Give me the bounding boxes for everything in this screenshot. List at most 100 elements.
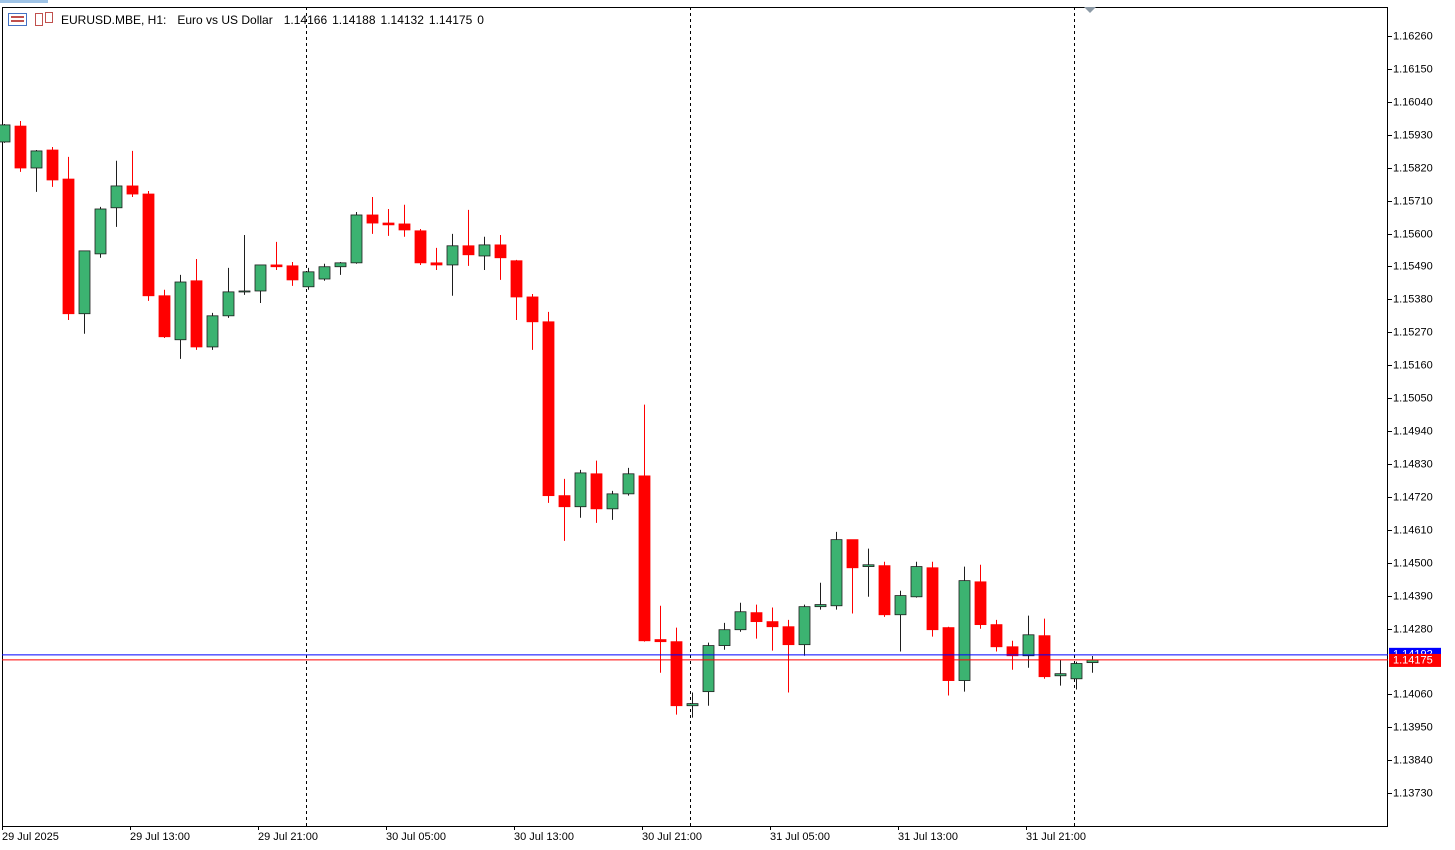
candle-body	[446, 245, 459, 266]
candle-body	[926, 567, 939, 631]
bid-price-label: 1.14175	[1393, 654, 1433, 666]
candle-body	[958, 580, 971, 681]
y-tick-label: 1.14500	[1393, 557, 1433, 569]
icon-frame	[8, 13, 27, 26]
candle-body	[1070, 663, 1083, 680]
y-tick-label: 1.15600	[1393, 228, 1433, 240]
candle-body	[670, 641, 683, 707]
candle-body	[798, 606, 811, 646]
candle-body	[238, 290, 251, 293]
candle-body	[366, 214, 379, 224]
candle-body	[158, 295, 171, 338]
y-tick-label: 1.13730	[1393, 787, 1433, 799]
candle-body	[222, 291, 235, 317]
description: Euro vs US Dollar	[177, 13, 273, 27]
candle-body	[910, 566, 923, 598]
candle-body	[686, 703, 699, 707]
last-low: 1.14132	[380, 13, 424, 27]
icon-candle	[45, 12, 53, 23]
y-tick-label: 1.14830	[1393, 458, 1433, 470]
candle-body	[254, 264, 267, 292]
candle-body	[830, 539, 843, 607]
candle-body	[270, 264, 283, 268]
volume: 0	[477, 13, 484, 27]
x-tick-label: 30 Jul 21:00	[642, 831, 702, 843]
y-tick-label: 1.14940	[1393, 425, 1433, 437]
candle-body	[878, 565, 891, 616]
candle-body	[46, 149, 59, 181]
candle-body	[174, 281, 187, 341]
last-high: 1.14188	[332, 13, 376, 27]
candle-body	[542, 321, 555, 497]
y-tick-label: 1.16150	[1393, 63, 1433, 75]
candle-body	[814, 604, 827, 608]
x-tick-label: 30 Jul 13:00	[514, 831, 574, 843]
x-tick-label: 30 Jul 05:00	[386, 831, 446, 843]
candle-body	[1054, 673, 1067, 677]
candle-body	[430, 262, 443, 266]
candle-body	[606, 493, 619, 510]
candle-body	[478, 244, 491, 257]
y-tick-label: 1.15490	[1393, 260, 1433, 272]
y-tick-label: 1.16260	[1393, 30, 1433, 42]
candle-body	[702, 645, 715, 693]
y-tick-label: 1.16040	[1393, 96, 1433, 108]
candle-body	[206, 315, 219, 348]
candle-body	[398, 223, 411, 231]
plot-frame	[2, 7, 1388, 827]
x-tick-label: 31 Jul 13:00	[898, 831, 958, 843]
candle-body	[654, 639, 667, 643]
candle-body	[0, 124, 11, 143]
bid-price-box	[1389, 653, 1441, 667]
candle-body	[622, 473, 635, 495]
candle-body	[142, 193, 155, 297]
y-tick-label: 1.15050	[1393, 392, 1433, 404]
candle-body	[862, 564, 875, 567]
candle-body	[974, 581, 987, 626]
candle-body	[990, 624, 1003, 648]
candle-body	[382, 222, 395, 226]
y-tick-label: 1.15160	[1393, 359, 1433, 371]
candle-body	[78, 250, 91, 315]
candle-body	[718, 629, 731, 646]
candle-body	[750, 612, 763, 623]
candle-body	[590, 473, 603, 510]
candle-body	[190, 280, 203, 348]
symbol: EURUSD.MBE, H1:	[61, 13, 167, 27]
candle-body	[414, 230, 427, 264]
candle-body	[94, 208, 107, 255]
candle-body	[1022, 634, 1035, 657]
candle-body	[574, 472, 587, 508]
candle-body	[286, 265, 299, 281]
shift-marker	[1084, 7, 1096, 13]
y-tick-label: 1.14280	[1393, 623, 1433, 635]
y-tick-label: 1.15710	[1393, 195, 1433, 207]
y-tick-label: 1.13950	[1393, 721, 1433, 733]
last-close: 1.14175	[428, 13, 473, 27]
candle-body	[526, 296, 539, 323]
candle-body	[558, 495, 571, 508]
x-tick-label: 31 Jul 05:00	[770, 831, 830, 843]
y-tick-label: 1.14610	[1393, 524, 1433, 536]
x-tick-label: 29 Jul 13:00	[130, 831, 190, 843]
candle-body	[1038, 635, 1051, 678]
candle-body	[462, 245, 475, 256]
candle-body	[638, 475, 651, 642]
candle-body	[350, 214, 363, 264]
candle-body	[318, 266, 331, 280]
candle-icon	[35, 12, 53, 26]
candle-body	[14, 125, 27, 169]
y-tick-label: 1.15270	[1393, 326, 1433, 338]
candle-body	[126, 185, 139, 195]
candle-body	[782, 626, 795, 646]
icon-candle	[35, 13, 43, 26]
chart-icon	[8, 13, 27, 26]
candle-body	[110, 185, 123, 209]
candle-body	[846, 539, 859, 569]
candle-body	[334, 262, 347, 268]
y-tick-label: 1.14060	[1393, 688, 1433, 700]
last-open: 1.14166	[283, 13, 328, 27]
tab-strip	[0, 0, 48, 3]
